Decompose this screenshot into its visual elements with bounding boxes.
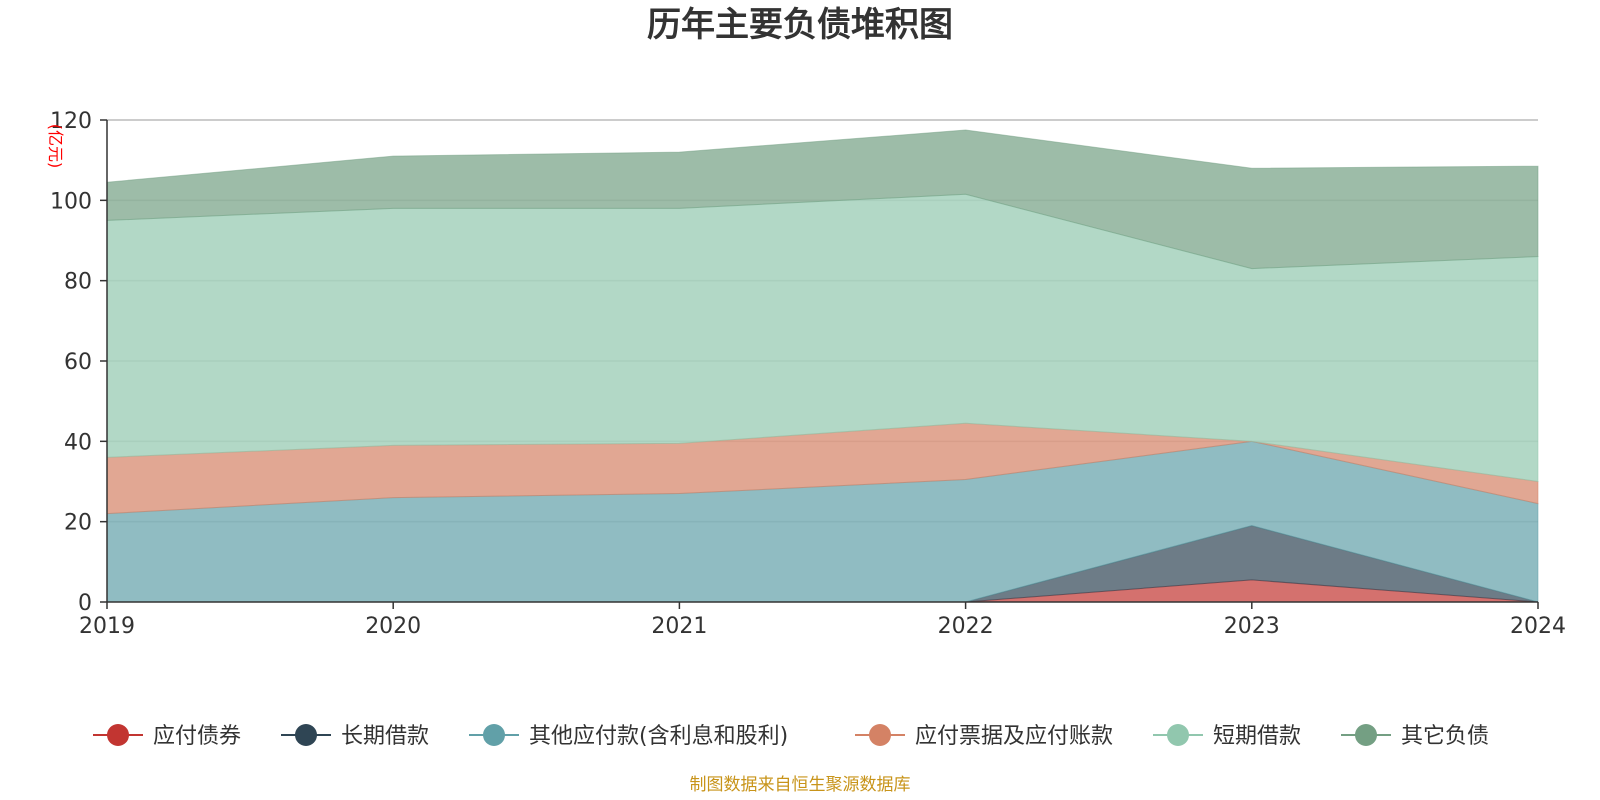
legend-item[interactable]: 应付票据及应付账款 (855, 724, 1113, 749)
legend-label: 应付债券 (153, 724, 241, 749)
x-tick-label: 2020 (365, 614, 421, 639)
y-tick-label: 100 (50, 189, 92, 214)
legend-label: 其它负债 (1401, 724, 1489, 749)
legend-marker (107, 724, 129, 746)
legend-label: 应付票据及应付账款 (915, 724, 1113, 749)
legend-marker (1355, 724, 1377, 746)
y-tick-label: 20 (64, 511, 92, 536)
chart-title: 历年主要负债堆积图 (647, 5, 953, 45)
x-axis-ticks: 2019 2020 2021 2022 2023 2024 (79, 602, 1566, 639)
x-tick-label: 2024 (1510, 614, 1566, 639)
y-tick-label: 0 (78, 591, 92, 616)
legend-item[interactable]: 其他应付款(含利息和股利) (469, 724, 788, 749)
legend-marker (483, 724, 505, 746)
x-tick-label: 2021 (651, 614, 707, 639)
y-tick-label: 60 (64, 350, 92, 375)
area-series (106, 129, 1539, 603)
legend[interactable]: 应付债券 长期借款 其他应付款(含利息和股利) 应付票据及应付账款 短期借款 其它负债 (93, 724, 1489, 749)
y-tick-label: 40 (64, 430, 92, 455)
legend-item[interactable]: 其它负债 (1341, 724, 1489, 749)
x-tick-label: 2023 (1224, 614, 1280, 639)
legend-item[interactable]: 长期借款 (281, 724, 429, 749)
legend-item[interactable]: 应付债券 (93, 724, 241, 749)
y-tick-label: 120 (50, 109, 92, 134)
source-note: 制图数据来自恒生聚源数据库 (690, 775, 911, 795)
y-axis-unit: (亿元) (46, 124, 65, 169)
area-5 (106, 129, 1539, 270)
legend-label: 其他应付款(含利息和股利) (529, 724, 788, 749)
legend-marker (869, 724, 891, 746)
x-tick-label: 2022 (938, 614, 994, 639)
y-tick-label: 80 (64, 270, 92, 295)
legend-label: 短期借款 (1213, 724, 1301, 749)
y-axis-ticks: 0 20 40 60 80 100 120 (50, 109, 107, 616)
legend-item[interactable]: 短期借款 (1153, 724, 1301, 749)
legend-marker (1167, 724, 1189, 746)
legend-marker (295, 724, 317, 746)
legend-label: 长期借款 (341, 724, 429, 749)
x-tick-label: 2019 (79, 614, 135, 639)
